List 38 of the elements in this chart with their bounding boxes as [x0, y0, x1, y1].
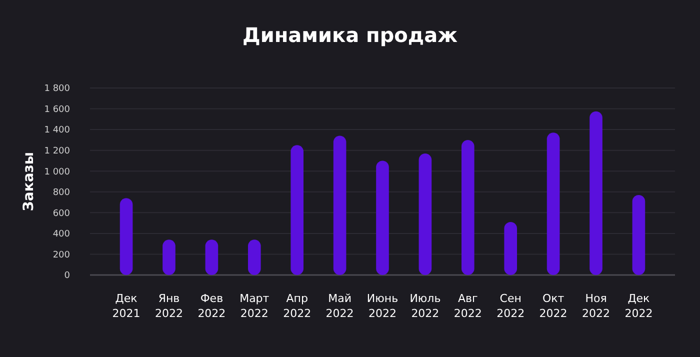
x-tick-label: Апр 2022 — [283, 292, 312, 320]
x-tick-label: Дек 2022 — [624, 292, 653, 320]
x-tick-label: Июль 2022 — [410, 292, 441, 320]
bar — [376, 160, 389, 275]
bar — [162, 240, 176, 275]
bar — [504, 222, 518, 275]
y-tick-label: 0 — [64, 271, 70, 282]
y-tick-label: 1 600 — [44, 104, 70, 115]
bar — [418, 153, 432, 275]
y-tick-label: 1 000 — [44, 167, 70, 178]
bar — [205, 240, 218, 275]
x-tick-label: Июнь 2022 — [366, 292, 398, 320]
bar — [546, 132, 560, 275]
y-tick-label: 1 400 — [44, 126, 70, 136]
bar — [461, 140, 474, 275]
x-tick-label: Янв 2022 — [154, 292, 183, 320]
chart-title: Динамика продаж — [242, 23, 458, 47]
x-tick-label: Сен 2022 — [496, 292, 525, 320]
bar — [120, 198, 133, 275]
x-tick-label: Май 2022 — [326, 292, 354, 320]
bar — [248, 240, 261, 275]
x-tick-label: Дек 2021 — [112, 292, 140, 320]
y-axis-title: Заказы — [21, 152, 37, 212]
x-tick-label: Фев 2022 — [198, 292, 226, 320]
x-tick-label: Авг 2022 — [454, 292, 482, 320]
bar — [632, 195, 646, 275]
x-tick-label: Март 2022 — [240, 292, 270, 320]
y-tick-label: 1 200 — [44, 146, 70, 156]
y-tick-label: 1 800 — [44, 84, 70, 94]
y-tick-label: 400 — [52, 230, 70, 240]
bar — [290, 145, 304, 275]
x-tick-label: Ноя 2022 — [582, 292, 610, 320]
y-tick-label: 600 — [52, 208, 70, 219]
y-tick-label: 200 — [52, 250, 70, 260]
bar — [590, 111, 602, 275]
y-tick-label: 800 — [52, 188, 70, 198]
x-tick-label: Окт 2022 — [539, 292, 568, 320]
bar — [333, 136, 346, 275]
